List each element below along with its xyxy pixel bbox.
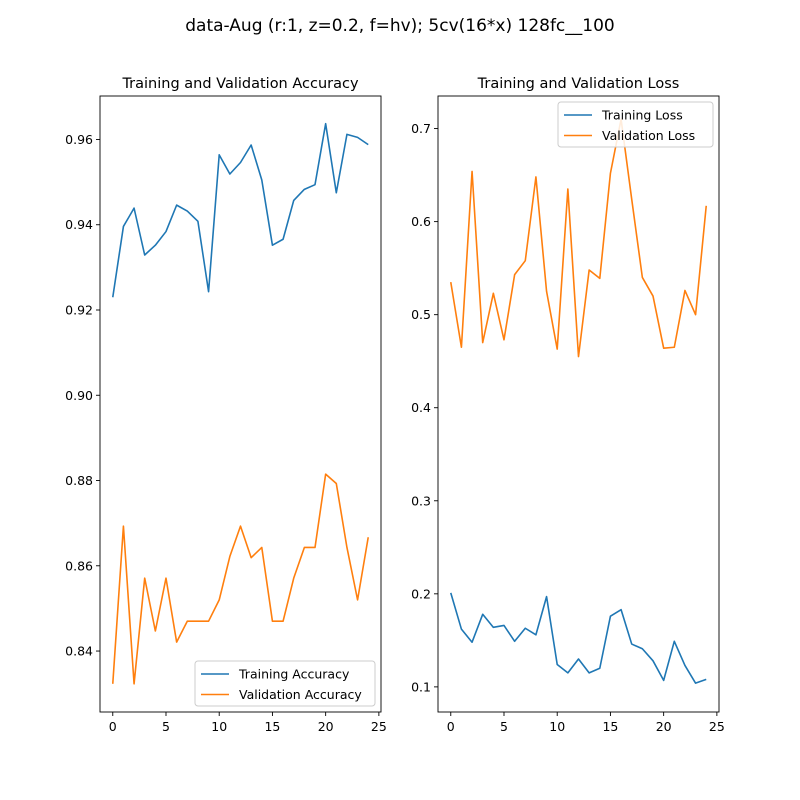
x-tick-label: 20: [318, 719, 334, 734]
legend: Training Accuracy Validation Accuracy: [194, 660, 376, 707]
y-tick-label: 0.96: [65, 132, 93, 147]
x-tick-label: 15: [264, 719, 280, 734]
x-tick-label: 10: [549, 719, 565, 734]
legend-box: [194, 660, 376, 707]
y-tick-label: 0.6: [411, 214, 431, 229]
legend: Training Loss Validation Loss: [557, 101, 714, 148]
chart-title: Training and Validation Accuracy: [121, 76, 359, 92]
accuracy-chart: Training and Validation Accuracy 0 5 10 15 20…: [65, 76, 387, 734]
x-tick-label: 10: [211, 719, 227, 734]
y-tick-label: 0.1: [411, 679, 431, 694]
legend-label: Validation Accuracy: [239, 687, 362, 702]
x-tick-label: 0: [109, 719, 117, 734]
loss-chart: Training and Validation Loss 0 5 10 15 20 25 0.…: [411, 76, 725, 734]
series-line-training-accuracy: [111, 122, 369, 298]
plot-frame: [437, 95, 720, 713]
series-line-training-loss: [450, 592, 707, 684]
x-tick-label: 0: [447, 719, 455, 734]
legend-label: Validation Loss: [602, 128, 695, 143]
y-tick-label: 0.88: [65, 473, 93, 488]
legend-box: [557, 101, 714, 148]
x-tick-label: 5: [162, 719, 170, 734]
chart-title: Training and Validation Loss: [477, 76, 680, 92]
figure-suptitle: data-Aug (r:1, z=0.2, f=hv); 5cv(16*x) 1…: [185, 16, 614, 36]
y-tick-label: 0.94: [65, 217, 93, 232]
y-tick-label: 0.2: [411, 586, 431, 601]
x-tick-label: 20: [656, 719, 672, 734]
y-tick-label: 0.5: [411, 307, 431, 322]
y-tick-label: 0.90: [65, 388, 93, 403]
series-line-validation-accuracy: [111, 473, 370, 685]
x-tick-label: 15: [602, 719, 618, 734]
y-tick-label: 0.92: [65, 303, 93, 318]
plot-frame: [99, 95, 382, 713]
legend-label: Training Loss: [601, 108, 683, 123]
y-tick-label: 0.7: [411, 121, 431, 136]
y-tick-label: 0.3: [411, 493, 431, 508]
y-tick-label: 0.86: [65, 558, 93, 573]
x-tick-label: 25: [709, 719, 725, 734]
legend-label: Training Accuracy: [238, 667, 350, 682]
x-tick-label: 5: [500, 719, 508, 734]
y-tick-label: 0.4: [411, 400, 431, 415]
series-line-validation-loss: [449, 118, 708, 358]
x-tick-label: 25: [371, 719, 387, 734]
y-tick-label: 0.84: [65, 644, 93, 659]
